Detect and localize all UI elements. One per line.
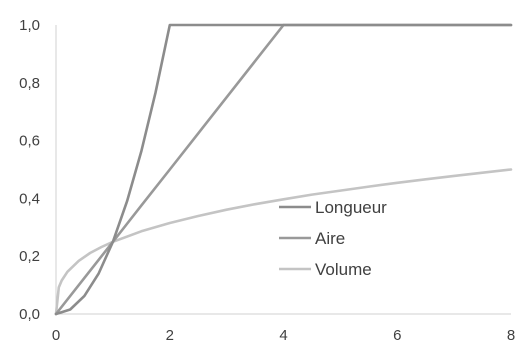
y-tick-label: 0,4: [19, 190, 40, 207]
series-line-longueur: [54, 23, 513, 316]
y-tick-label: 0,0: [19, 306, 40, 323]
legend: Longueur Aire Volume: [279, 198, 387, 279]
series-layer: [54, 23, 513, 316]
y-tick-label: 0,8: [19, 75, 40, 92]
x-tick-label: 2: [166, 327, 174, 344]
series-line-aire: [54, 23, 513, 316]
legend-label-volume: Volume: [315, 260, 372, 279]
y-tick-label: 1,0: [19, 17, 40, 34]
legend-label-aire: Aire: [315, 229, 345, 248]
y-tick-label: 0,2: [19, 248, 40, 265]
y-tick-label: 0,6: [19, 133, 40, 150]
legend-label-longueur: Longueur: [315, 198, 387, 217]
series-line-volume: [54, 168, 513, 316]
x-tick-label: 0: [52, 327, 60, 344]
x-tick-label: 4: [279, 327, 287, 344]
x-tick-label: 8: [507, 327, 515, 344]
axes: 0,0 0,2 0,4 0,6 0,8 1,0 0 2 4 6 8: [19, 17, 515, 344]
x-tick-label: 6: [393, 327, 401, 344]
